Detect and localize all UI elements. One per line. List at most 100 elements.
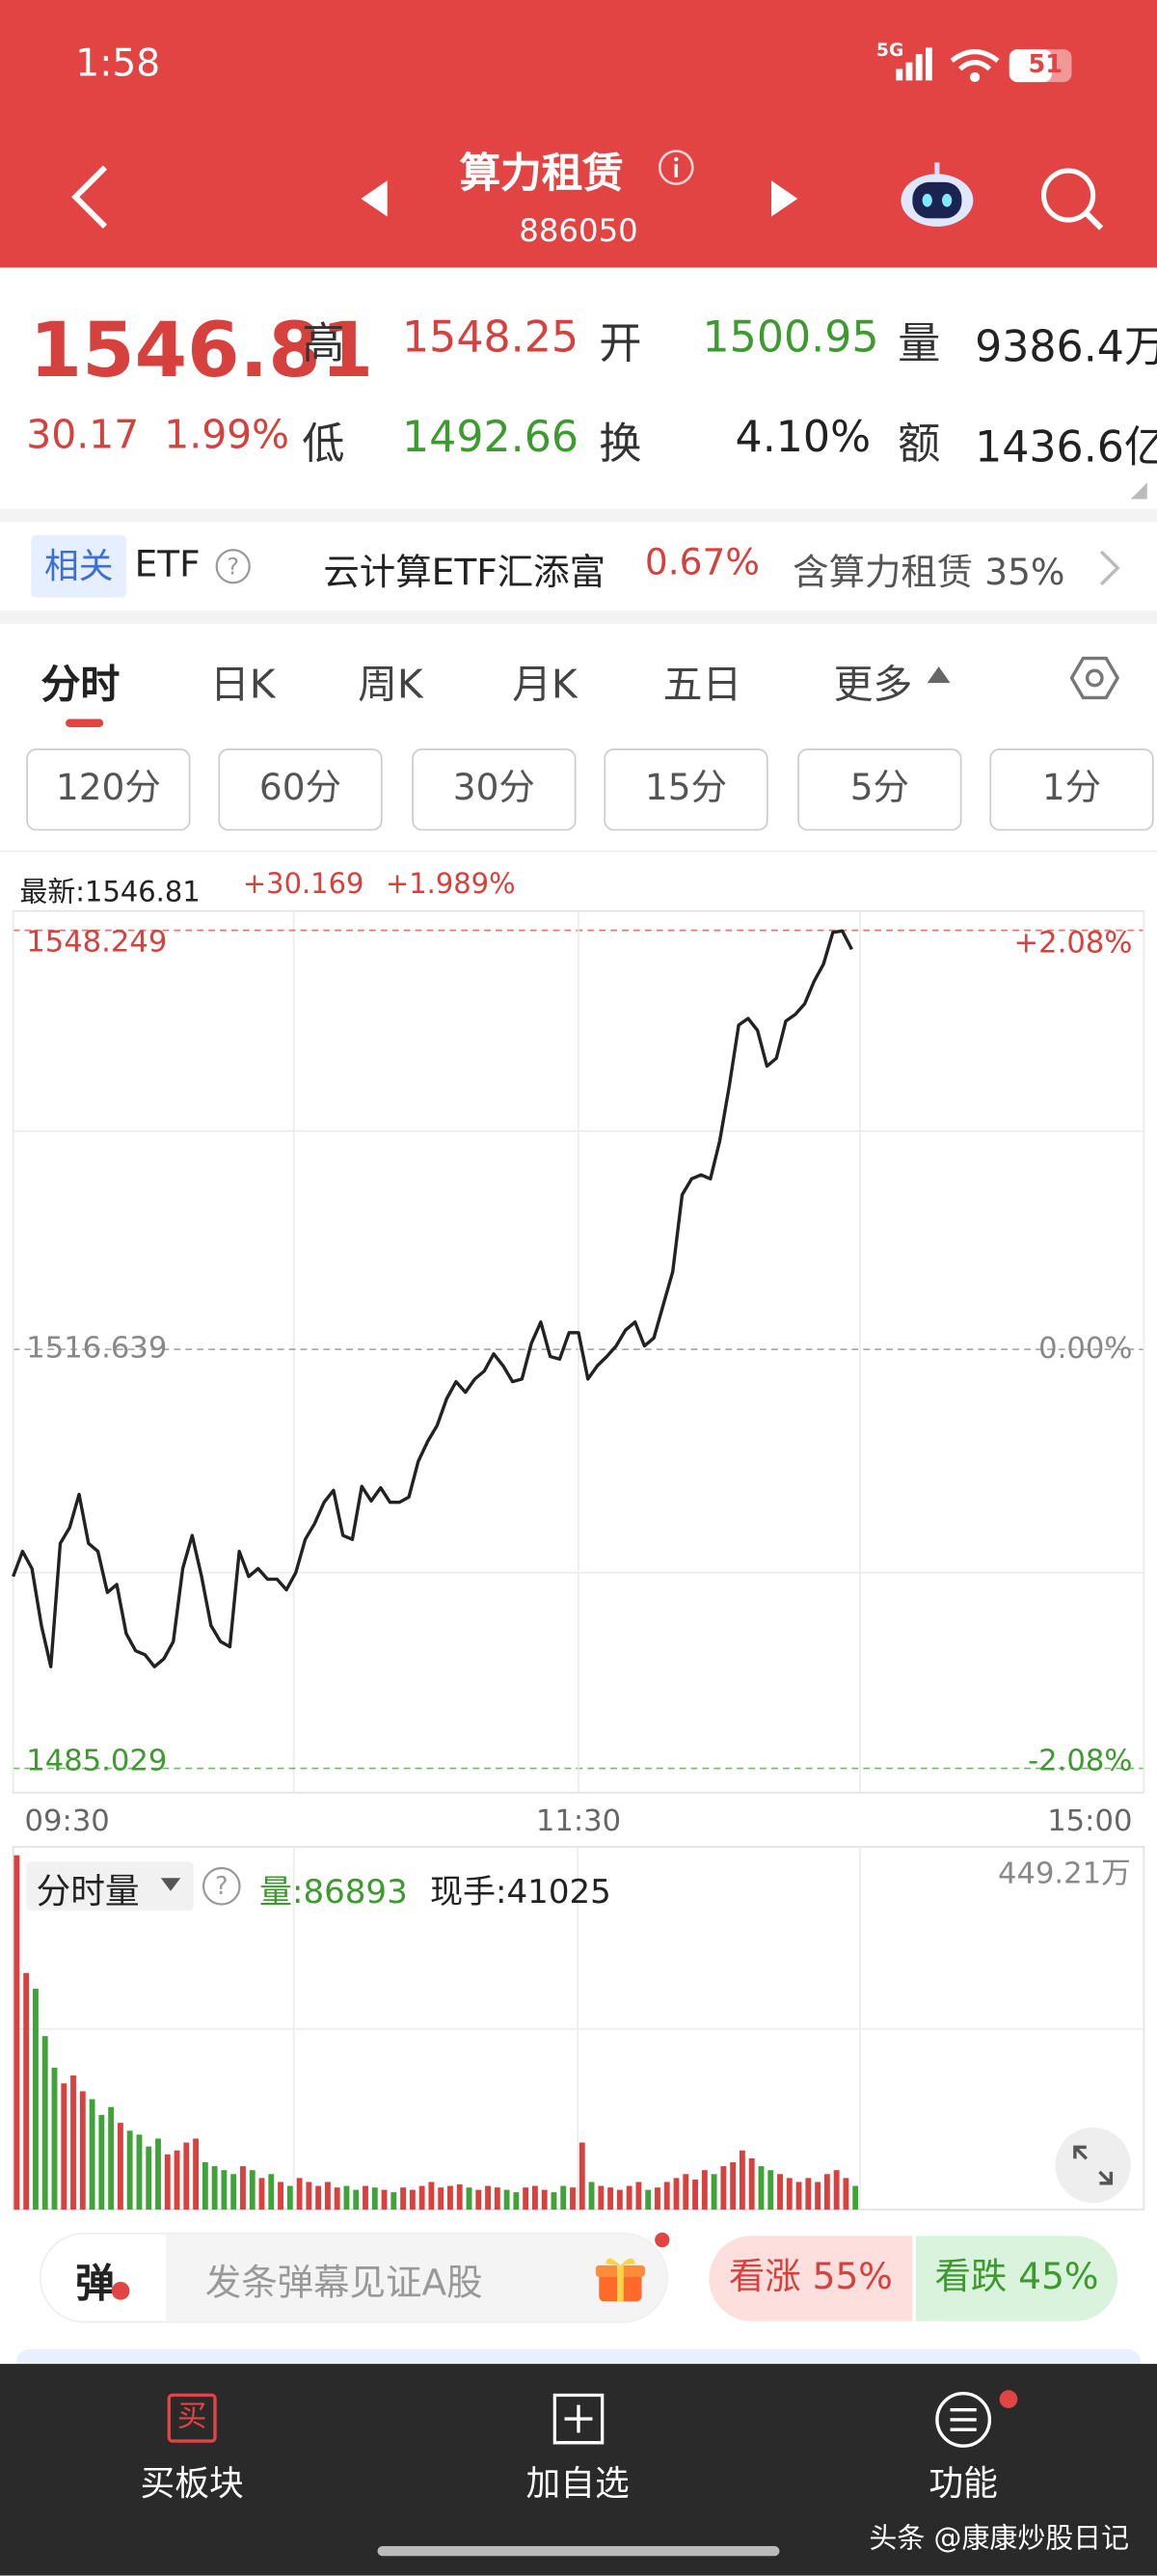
volume-bar (513, 2192, 520, 2210)
danmaku-input[interactable] (165, 2234, 667, 2321)
tab[interactable]: 日K (209, 661, 276, 708)
volume-bar (79, 2091, 86, 2210)
dropdown-arrow (160, 1878, 181, 1891)
nav-label[interactable]: 买板块 (140, 2463, 244, 2504)
tab-arrow (927, 666, 951, 684)
bear-button[interactable]: 看跌 45% (915, 2236, 1118, 2321)
latest-change-pct: +1.989% (386, 868, 516, 902)
tab[interactable]: 月K (512, 661, 578, 708)
volume-bar (663, 2182, 670, 2210)
volume-bar (117, 2123, 123, 2210)
stat-value: 1500.95 (702, 313, 879, 364)
period-button[interactable]: 1分 (989, 748, 1154, 831)
stat-value: 1492.66 (402, 413, 579, 464)
volume-bar (343, 2185, 350, 2210)
volume-bar (485, 2185, 491, 2210)
prev-button[interactable] (358, 177, 393, 220)
info-icon[interactable] (657, 148, 696, 187)
settings-button[interactable] (1069, 653, 1119, 702)
volume-bar (286, 2185, 293, 2210)
volume-bar (456, 2183, 463, 2210)
volume-bar (126, 2130, 133, 2210)
corner-mark (1130, 482, 1147, 500)
bottom-nav (0, 2364, 1157, 2576)
volume-bar (296, 2178, 303, 2210)
y2-tick-label: -2.08% (1028, 1744, 1132, 1777)
next-button[interactable] (765, 177, 800, 220)
volume-bar (51, 2067, 58, 2210)
etf-fund[interactable]: 云计算ETF汇添富 (323, 553, 606, 595)
status-time: 1:58 (75, 42, 161, 86)
danmaku-icon[interactable]: 弹 (75, 2260, 116, 2307)
volume-bar (607, 2187, 614, 2210)
assistant-icon[interactable] (896, 159, 978, 231)
volume-bar (739, 2150, 745, 2210)
separator (0, 850, 1157, 853)
search-button[interactable] (1037, 164, 1106, 232)
tab[interactable]: 更多 (833, 661, 913, 708)
volume-bar (371, 2187, 378, 2210)
period-button[interactable]: 120分 (26, 748, 191, 831)
y2-tick-label: +2.08% (1014, 927, 1133, 961)
volume-bar (438, 2187, 444, 2210)
volume-bar (758, 2166, 765, 2210)
volume-bar (13, 1855, 20, 2210)
tab[interactable]: 分时 (40, 661, 121, 708)
period-button[interactable]: 5分 (797, 748, 962, 831)
volume-bar (795, 2182, 802, 2210)
volume-bar (258, 2178, 265, 2210)
volume-bar (146, 2146, 152, 2210)
volume-bar (588, 2182, 595, 2210)
volume-bar (363, 2185, 368, 2210)
volume-bar (221, 2170, 228, 2210)
title: 算力租赁 (459, 149, 624, 198)
nav-label[interactable]: 加自选 (525, 2463, 630, 2504)
volume-bar (447, 2185, 453, 2210)
help-icon[interactable]: ? (213, 547, 253, 586)
price-line (12, 929, 853, 1668)
volume-bar (503, 2189, 510, 2210)
etf-tag: 相关 (31, 534, 127, 598)
back-button[interactable] (66, 161, 115, 233)
volume-bar (683, 2174, 689, 2210)
watermark: 头条 @康康炒股日记 (869, 2523, 1130, 2557)
nav-label[interactable]: 功能 (928, 2463, 998, 2504)
gift-icon[interactable] (594, 2252, 646, 2304)
volume-bar (41, 2036, 48, 2210)
stat-value: 9386.4万 (975, 323, 1157, 373)
volume-bar (720, 2166, 727, 2210)
svg-text:?: ? (227, 554, 239, 581)
volume-bar (400, 2187, 407, 2210)
help-icon[interactable]: ? (201, 1865, 243, 1908)
volume-bar (155, 2138, 161, 2210)
period-button[interactable]: 60分 (218, 748, 383, 831)
period-button[interactable]: 30分 (412, 748, 577, 831)
volume-bar (324, 2182, 331, 2210)
tab[interactable]: 周K (358, 661, 423, 708)
volume-bar (655, 2187, 660, 2210)
charts: 1548.249 1516.639 1485.029 +2.08% 0.00% -2.08… (12, 909, 1145, 2210)
period-button[interactable]: 15分 (604, 748, 768, 831)
separator (0, 610, 1157, 624)
x-tick-label: 11:30 (536, 1804, 621, 1838)
stat-label: 量 (898, 319, 941, 369)
volume-bar (541, 2189, 548, 2210)
volume-bar (551, 2192, 557, 2210)
chevron[interactable] (1096, 549, 1122, 588)
volume-bar (730, 2161, 737, 2210)
volume-select[interactable] (26, 1861, 194, 1912)
home-indicator (377, 2546, 780, 2557)
bull-button[interactable]: 看涨 55% (709, 2236, 913, 2321)
volume-bar (334, 2187, 340, 2210)
volume-bar (249, 2170, 256, 2210)
volume-bar (61, 2083, 67, 2210)
latest-price: 最新:1546.81 (19, 876, 201, 909)
volume-bar (578, 2142, 585, 2210)
volume-bar (494, 2187, 500, 2210)
etf-change: 0.67% (644, 543, 760, 584)
volume-bar (786, 2178, 793, 2210)
tab[interactable]: 五日 (662, 661, 742, 708)
volume-bar (306, 2182, 312, 2210)
volume-total: 量:86893 (258, 1871, 408, 1912)
fullscreen-button[interactable] (1055, 2127, 1131, 2204)
